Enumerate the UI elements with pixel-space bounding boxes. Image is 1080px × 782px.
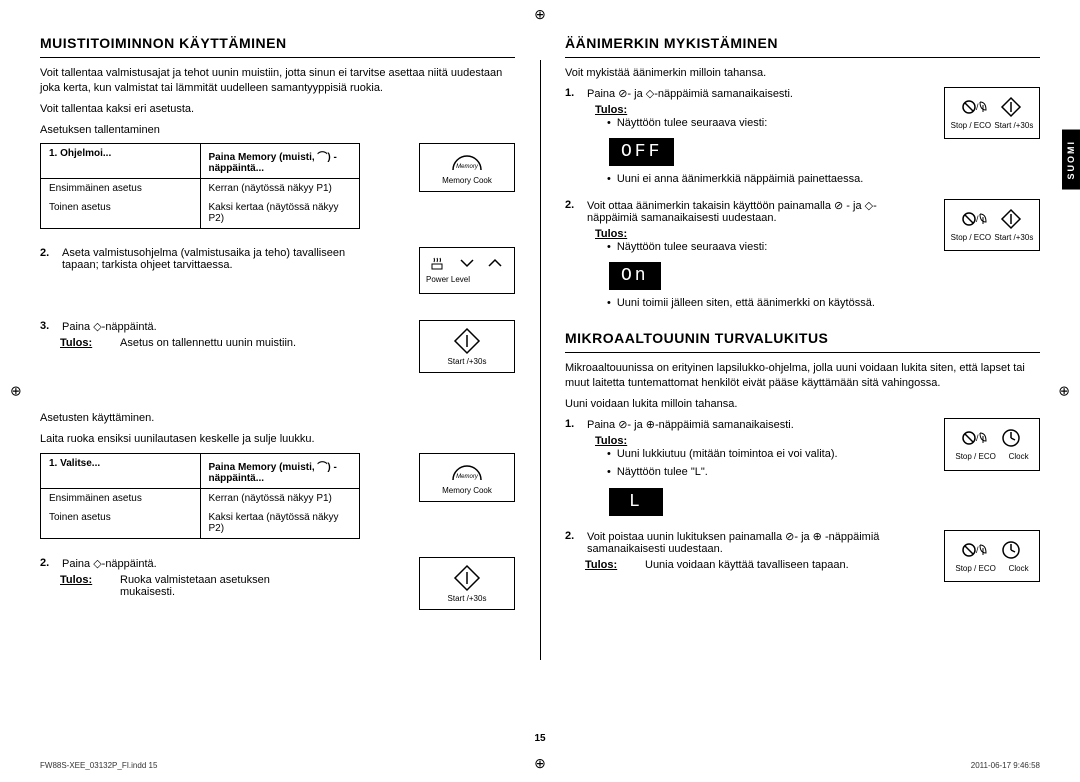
left-column: MUISTITOIMINNON KÄYTTÄMINEN Voit tallent… <box>40 35 525 715</box>
result-label: Tulos: <box>595 104 627 116</box>
start-icon <box>1000 96 1022 118</box>
clock-icon <box>1000 539 1022 561</box>
stop-eco-icon: / <box>962 539 988 561</box>
page-number: 15 <box>534 733 545 744</box>
clock-icon <box>1000 427 1022 449</box>
td: Kerran (näytössä näkyy P1) <box>201 489 360 508</box>
step-text: Paina ◇-näppäintä. <box>62 557 370 570</box>
start-icon <box>453 327 481 355</box>
button-memory-cook-2: Memory Memory Cook <box>419 453 515 502</box>
memory-icon: Memory <box>447 460 487 484</box>
footer-left: FW88S-XEE_03132P_FI.indd 15 <box>40 761 157 770</box>
step-text: Paina ◇-näppäintä. <box>62 320 370 333</box>
heading-lock: MIKROAALTOUUNIN TURVALUKITUS <box>565 330 1040 346</box>
footer-right: 2011-06-17 9:46:58 <box>971 761 1040 770</box>
td: Ensimmäinen asetus <box>41 179 201 198</box>
result-label: Tulos: <box>595 435 627 447</box>
steam-icon <box>431 256 447 272</box>
button-stop-start-2: / Stop / ECOStart /+30s <box>944 199 1040 252</box>
step-number: 1. <box>565 87 579 99</box>
intro-text: Voit tallentaa valmistusajat ja tehot uu… <box>40 66 515 96</box>
result-text: Ruoka valmistetaan asetuksen mukaisesti. <box>120 574 320 598</box>
table-program: 1. Ohjelmoi... Paina Memory (muisti, ⌒) … <box>40 143 360 229</box>
step-number: 2. <box>40 247 54 259</box>
lock-anytime: Uuni voidaan lukita milloin tahansa. <box>565 397 1040 412</box>
step-text: Paina ⊘- ja ◇-näppäimiä samanaikaisesti. <box>587 87 895 100</box>
step-text: Aseta valmistusohjelma (valmistusaika ja… <box>62 247 370 271</box>
th-program: 1. Ohjelmoi... <box>41 144 201 178</box>
th-press: Paina Memory (muisti, ⌒) -näppäintä... <box>201 144 360 178</box>
button-power-level: Power Level <box>419 247 515 294</box>
bullet-text: Näyttöön tulee seuraava viesti: <box>617 240 767 255</box>
display-l: L <box>609 488 663 516</box>
step-number: 2. <box>565 530 579 542</box>
stop-eco-icon: / <box>962 208 988 230</box>
td: Ensimmäinen asetus <box>41 489 201 508</box>
registration-mark-right: ⊕ <box>1058 383 1070 400</box>
th: Paina Memory (muisti, ⌒) -näppäintä... <box>201 454 360 488</box>
right-column: ÄÄNIMERKIN MYKISTÄMINEN Voit mykistää ää… <box>555 35 1040 715</box>
stop-eco-icon: / <box>962 96 988 118</box>
step-number: 2. <box>40 557 54 569</box>
result-text: Asetus on tallennettu uunin muistiin. <box>120 337 296 349</box>
svg-text:/: / <box>976 433 979 443</box>
svg-text:/: / <box>976 545 979 555</box>
button-stop-clock: / Stop / ECOClock <box>944 418 1040 471</box>
td: Kerran (näytössä näkyy P1) <box>201 179 360 198</box>
footer: FW88S-XEE_03132P_FI.indd 15 2011-06-17 9… <box>40 761 1040 770</box>
button-stop-clock-2: / Stop / ECOClock <box>944 530 1040 583</box>
th: 1. Valitse... <box>41 454 201 488</box>
result-label: Tulos: <box>595 228 627 240</box>
use-intro: Laita ruoka ensiksi uunilautasen keskell… <box>40 432 515 447</box>
button-start: Start /+30s <box>419 320 515 373</box>
display-on: On <box>609 262 661 290</box>
step-text: Voit poistaa uunin lukituksen painamalla… <box>587 530 895 555</box>
chevron-down-icon <box>459 256 475 272</box>
button-start-2: Start /+30s <box>419 557 515 610</box>
step-text: Paina ⊘- ja ⊕-näppäimiä samanaikaisesti. <box>587 418 895 431</box>
step-number: 1. <box>565 418 579 430</box>
bullet-text: Näyttöön tulee "L". <box>617 465 708 480</box>
table-select: 1. Valitse... Paina Memory (muisti, ⌒) -… <box>40 453 360 539</box>
memory-icon: Memory <box>447 150 487 174</box>
step-number: 3. <box>40 320 54 332</box>
start-icon <box>453 564 481 592</box>
td: Kaksi kertaa (näytössä näkyy P2) <box>201 198 360 228</box>
button-stop-start: / Stop / ECOStart /+30s <box>944 87 1040 140</box>
result-label: Tulos: <box>60 337 100 349</box>
step-number: 2. <box>565 199 579 211</box>
save-two-text: Voit tallentaa kaksi eri asetusta. <box>40 102 515 117</box>
svg-text:/: / <box>976 102 979 112</box>
result-text: Uunia voidaan käyttää tavalliseen tapaan… <box>645 559 849 571</box>
lock-intro: Mikroaaltouunissa on erityinen lapsilukk… <box>565 361 1040 391</box>
start-icon <box>1000 208 1022 230</box>
heading-mute: ÄÄNIMERKIN MYKISTÄMINEN <box>565 35 1040 51</box>
bullet-text: Uuni ei anna äänimerkkiä näppäimiä paine… <box>617 172 863 187</box>
bullet-text: Uuni lukkiutuu (mitään toimintoa ei voi … <box>617 447 838 462</box>
td: Kaksi kertaa (näytössä näkyy P2) <box>201 508 360 538</box>
registration-mark-top: ⊕ <box>534 6 546 23</box>
heading-memory: MUISTITOIMINNON KÄYTTÄMINEN <box>40 35 515 51</box>
step-text: Voit ottaa äänimerkin takaisin käyttöön … <box>587 199 895 224</box>
svg-text:Memory: Memory <box>456 474 479 480</box>
button-memory-cook: Memory Memory Cook <box>419 143 515 192</box>
language-tab: SUOMI <box>1062 130 1080 190</box>
use-heading: Asetusten käyttäminen. <box>40 411 515 426</box>
mute-intro: Voit mykistää äänimerkin milloin tahansa… <box>565 66 1040 81</box>
result-label: Tulos: <box>60 574 100 598</box>
bullet-text: Uuni toimii jälleen siten, että äänimerk… <box>617 296 875 311</box>
chevron-up-icon <box>487 256 503 272</box>
td: Toinen asetus <box>41 508 201 538</box>
save-heading: Asetuksen tallentaminen <box>40 123 515 138</box>
display-off: OFF <box>609 138 674 166</box>
stop-eco-icon: / <box>962 427 988 449</box>
bullet-text: Näyttöön tulee seuraava viesti: <box>617 116 767 131</box>
column-divider <box>540 60 541 660</box>
registration-mark-left: ⊕ <box>10 383 22 400</box>
svg-text:/: / <box>976 214 979 224</box>
svg-text:Memory: Memory <box>456 164 479 170</box>
result-label: Tulos: <box>585 559 625 571</box>
td: Toinen asetus <box>41 198 201 228</box>
